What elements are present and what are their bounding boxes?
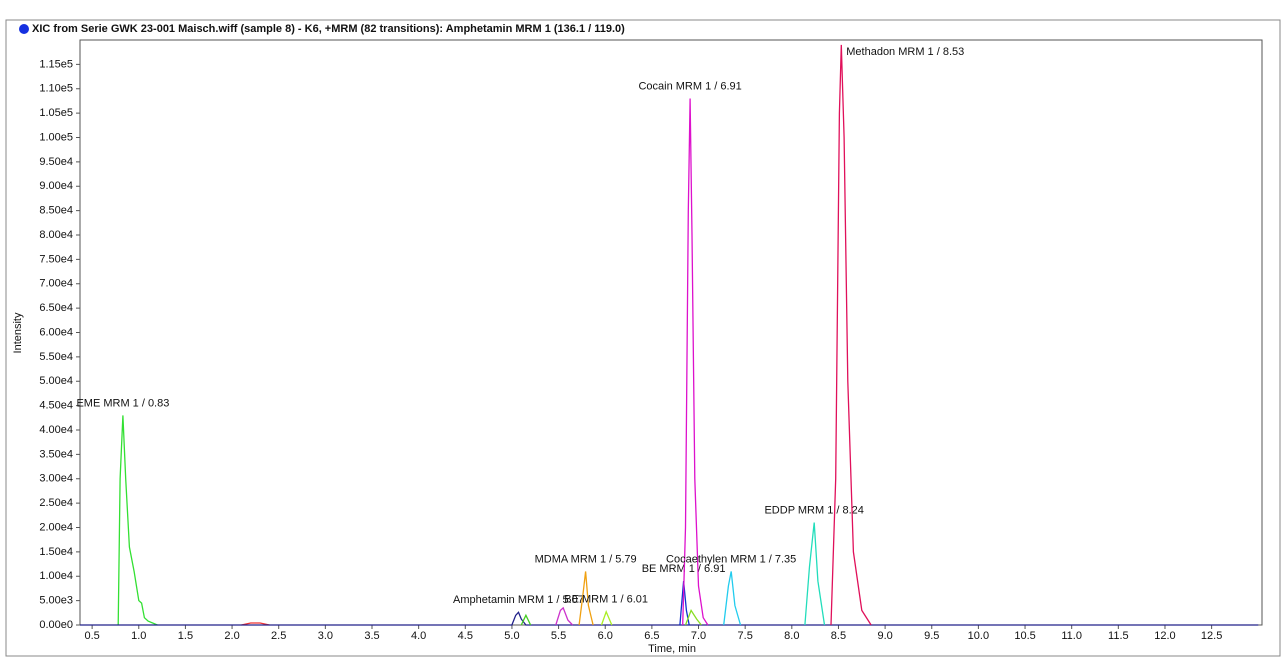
x-axis-label: Time, min (648, 643, 696, 655)
y-tick-label: 4.00e4 (39, 424, 73, 436)
y-tick-label: 5.00e3 (39, 595, 73, 607)
y-tick-label: 7.50e4 (39, 253, 73, 265)
trace-icon (19, 24, 29, 34)
x-tick-label: 5.5 (551, 630, 566, 642)
peak-label: Methadon MRM 1 / 8.53 (846, 46, 964, 58)
trace-line (241, 622, 270, 626)
y-tick-label: 1.10e5 (39, 83, 73, 95)
y-tick-label: 9.50e4 (39, 156, 73, 168)
y-tick-label: 5.50e4 (39, 351, 73, 363)
peak-label: BE MRM 1 / 6.01 (564, 594, 648, 606)
y-tick-label: 2.00e4 (39, 521, 73, 533)
x-tick-label: 12.5 (1201, 630, 1222, 642)
y-tick-label: 1.05e5 (39, 107, 73, 119)
peak-label: Cocaethylen MRM 1 / 7.35 (666, 553, 796, 565)
y-tick-label: 7.00e4 (39, 278, 73, 290)
x-tick-label: 2.0 (224, 630, 239, 642)
trace-line (830, 44, 872, 626)
y-tick-label: 5.00e4 (39, 375, 73, 387)
peak-label: Amphetamin MRM 1 / 5.07 (453, 594, 584, 606)
y-tick-label: 6.50e4 (39, 302, 73, 314)
trace-line (684, 608, 702, 626)
x-tick-label: 5.0 (504, 630, 519, 642)
chart-title: XIC from Serie GWK 23-001 Maisch.wiff (s… (32, 23, 625, 35)
peak-label: MDMA MRM 1 / 5.79 (535, 553, 637, 565)
x-tick-label: 4.5 (458, 630, 473, 642)
x-tick-label: 9.5 (924, 630, 939, 642)
y-tick-label: 1.50e4 (39, 546, 73, 558)
y-axis-label: Intensity (12, 312, 24, 353)
x-tick-label: 1.0 (131, 630, 146, 642)
x-tick-label: 9.0 (877, 630, 892, 642)
x-tick-label: 4.0 (411, 630, 426, 642)
trace-line (80, 611, 1259, 626)
panel-frame (5, 19, 1281, 657)
y-tick-label: 0.00e0 (39, 619, 73, 631)
x-tick-label: 11.0 (1061, 630, 1082, 642)
x-tick-label: 6.5 (644, 630, 659, 642)
peak-label: Cocain MRM 1 / 6.91 (638, 80, 741, 92)
y-tick-label: 8.00e4 (39, 229, 73, 241)
trace-line (804, 522, 826, 626)
y-tick-label: 1.00e4 (39, 570, 73, 582)
y-tick-label: 6.00e4 (39, 326, 73, 338)
x-tick-label: 10.0 (968, 630, 989, 642)
trace-line (600, 610, 613, 626)
x-tick-label: 11.5 (1108, 630, 1129, 642)
y-tick-label: 3.00e4 (39, 473, 73, 485)
trace-line (555, 606, 574, 626)
x-tick-label: 7.5 (738, 630, 753, 642)
peak-label: EME MRM 1 / 0.83 (76, 397, 169, 409)
trace-line (578, 571, 594, 626)
x-tick-label: 0.5 (84, 630, 99, 642)
trace-line (117, 415, 158, 626)
peak-label: EDDP MRM 1 / 8.24 (764, 505, 863, 517)
x-tick-label: 10.5 (1014, 630, 1035, 642)
y-tick-label: 2.50e4 (39, 497, 73, 509)
x-tick-label: 3.5 (364, 630, 379, 642)
trace-line (682, 98, 709, 626)
x-tick-label: 8.5 (831, 630, 846, 642)
y-tick-label: 1.00e5 (39, 131, 73, 143)
x-tick-label: 12.0 (1154, 630, 1175, 642)
x-tick-label: 1.5 (178, 630, 193, 642)
plot-frame (79, 39, 1263, 626)
x-tick-label: 7.0 (691, 630, 706, 642)
y-tick-label: 4.50e4 (39, 400, 73, 412)
x-tick-label: 8.0 (784, 630, 799, 642)
y-tick-label: 1.15e5 (39, 58, 73, 70)
y-tick-label: 8.50e4 (39, 205, 73, 217)
trace-line (520, 613, 532, 626)
y-tick-label: 9.00e4 (39, 180, 73, 192)
peak-label: BE MRM 1 / 6.91 (642, 563, 726, 575)
x-tick-label: 6.0 (598, 630, 613, 642)
x-tick-label: 2.5 (271, 630, 286, 642)
x-tick-label: 3.0 (318, 630, 333, 642)
trace-line (723, 571, 742, 626)
y-tick-label: 3.50e4 (39, 448, 73, 460)
